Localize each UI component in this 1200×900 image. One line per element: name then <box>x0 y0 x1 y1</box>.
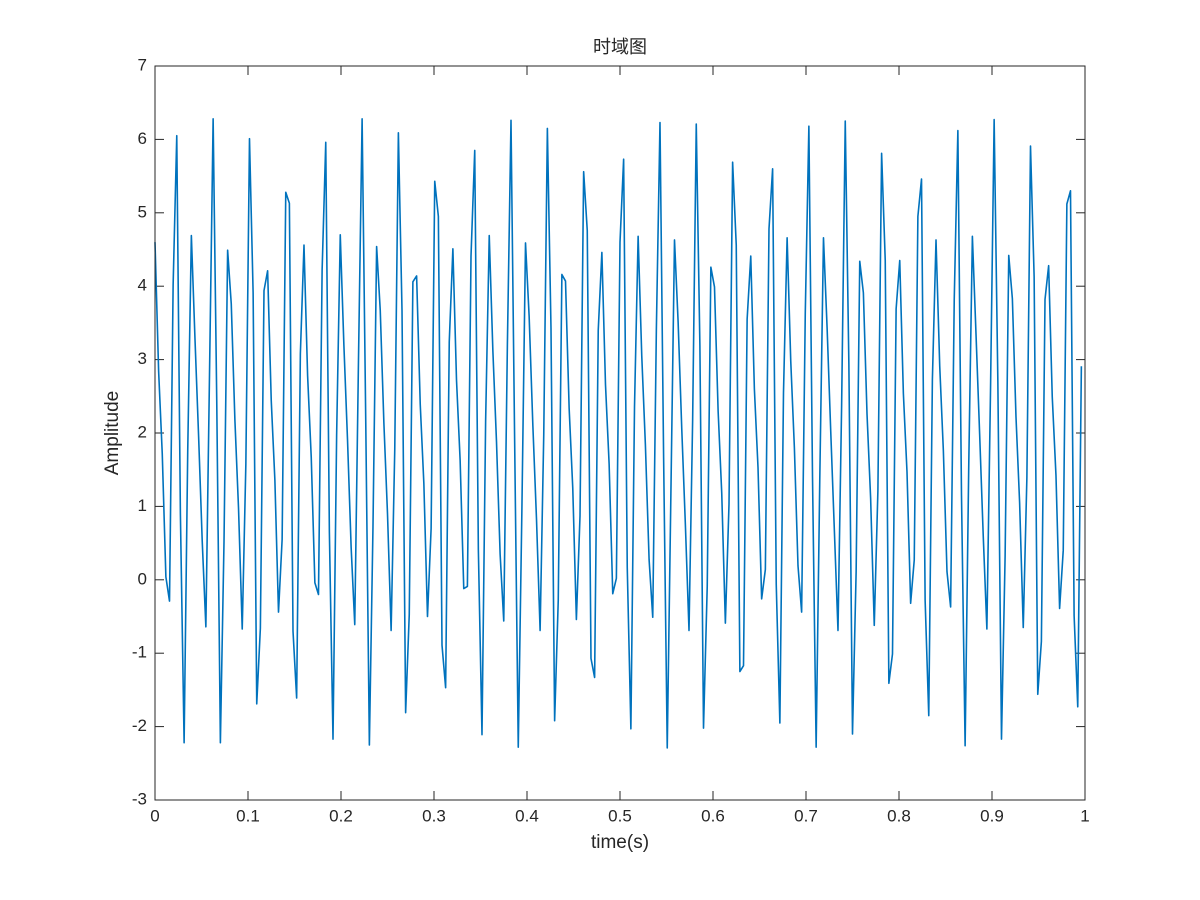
y-tick-label: 1 <box>138 496 147 515</box>
y-tick-label: -3 <box>132 789 147 808</box>
x-tick-label: 0.5 <box>608 806 632 825</box>
y-tick-label: 7 <box>138 55 147 74</box>
y-tick-label: 4 <box>138 276 147 295</box>
x-tick-label: 0.1 <box>236 806 260 825</box>
y-tick-label: 5 <box>138 202 147 221</box>
y-tick-label: 0 <box>138 569 147 588</box>
x-tick-label: 0 <box>150 806 159 825</box>
y-axis-label: Amplitude <box>102 391 123 476</box>
x-tick-label: 0.7 <box>794 806 818 825</box>
y-tick-label: -2 <box>132 716 147 735</box>
axes-box <box>154 65 1086 801</box>
x-tick-label: 0.9 <box>980 806 1004 825</box>
y-tick-label: 2 <box>138 422 147 441</box>
x-tick-label: 1 <box>1080 806 1089 825</box>
y-tick-label: -1 <box>132 643 147 662</box>
chart-title: 时域图 <box>593 37 647 57</box>
signal-line <box>154 118 1083 749</box>
x-tick-label: 0.2 <box>329 806 353 825</box>
x-tick-label: 0.8 <box>887 806 911 825</box>
x-tick-label: 0.4 <box>515 806 539 825</box>
x-tick-label: 0.6 <box>701 806 725 825</box>
y-tick-label: 6 <box>138 129 147 148</box>
y-tick-label: 3 <box>138 349 147 368</box>
x-tick-label: 0.3 <box>422 806 446 825</box>
x-axis-label: time(s) <box>591 832 649 853</box>
